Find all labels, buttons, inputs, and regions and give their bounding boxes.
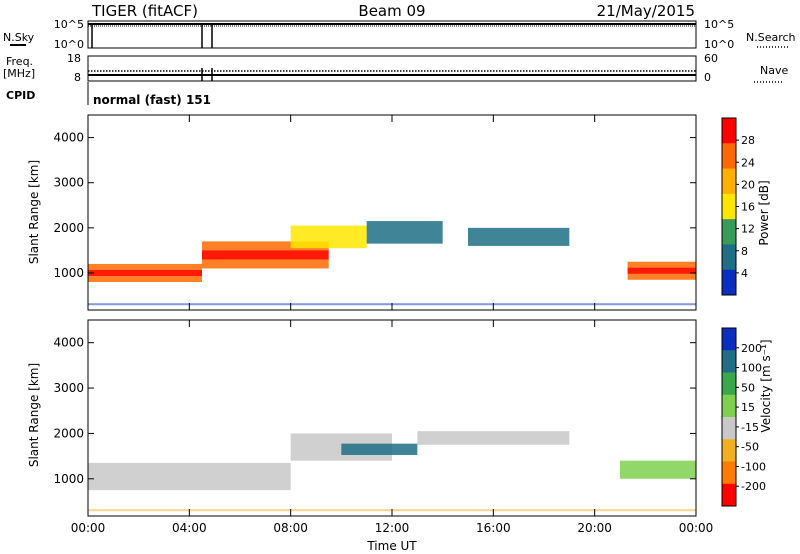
y-tick-label: 2000 bbox=[53, 221, 84, 235]
power-colorbar: 28 24 20 16 12 8 4 Power [dB] bbox=[721, 117, 771, 296]
y-tick-label: 4000 bbox=[53, 131, 84, 145]
nsky-tick-top-left: 10^5 bbox=[54, 18, 84, 31]
colorbar-segment bbox=[722, 143, 736, 170]
x-tick-label: 00:00 bbox=[71, 521, 106, 535]
colorbar-tick-label: -100 bbox=[741, 460, 766, 473]
y-tick-label: 2000 bbox=[53, 426, 84, 440]
echo-band-core bbox=[627, 267, 696, 274]
colorbar-segment bbox=[722, 118, 736, 144]
colorbar-tick-label: 15 bbox=[741, 401, 755, 414]
y-tick-label: 4000 bbox=[53, 336, 84, 350]
colorbar-frame bbox=[721, 327, 737, 507]
colorbar-tick-label: -50 bbox=[741, 441, 759, 454]
power-y-axis: 1000 2000 3000 4000 bbox=[53, 131, 696, 280]
colorbar-tick-label: 50 bbox=[741, 381, 755, 394]
colorbar-segment bbox=[722, 350, 736, 373]
colorbar-tick-label: 200 bbox=[741, 342, 762, 355]
y-tick-label: 1000 bbox=[53, 266, 84, 280]
cpid-label: CPID bbox=[6, 89, 35, 102]
colorbar-segment bbox=[722, 372, 736, 396]
colorbar-segment bbox=[722, 269, 736, 296]
colorbar-segment bbox=[722, 394, 736, 418]
colorbar-tick-label: 8 bbox=[741, 245, 748, 258]
colorbar-segment bbox=[722, 168, 736, 195]
x-tick-label: 04:00 bbox=[172, 521, 207, 535]
freq-tick-top-right: 60 bbox=[704, 52, 718, 65]
nsky-tick-bottom-right: 10^0 bbox=[704, 38, 734, 51]
freq-label-line1: Freq. bbox=[6, 55, 33, 68]
x-tick-label: 00:00 bbox=[679, 521, 714, 535]
y-tick-label: 3000 bbox=[53, 176, 84, 190]
colorbar-segment bbox=[722, 193, 736, 220]
echo-band bbox=[366, 221, 443, 244]
colorbar-segment bbox=[722, 483, 736, 507]
y-tick-label: 1000 bbox=[53, 472, 84, 486]
echo-band bbox=[341, 443, 418, 455]
colorbar-tick-label: -200 bbox=[741, 480, 766, 493]
x-axis-label: Time UT bbox=[366, 539, 417, 553]
echo-band bbox=[468, 227, 570, 246]
velocity-y-axis: 1000 2000 3000 4000 bbox=[53, 336, 696, 486]
colorbar-segment bbox=[722, 439, 736, 462]
freq-tick-bottom-left: 8 bbox=[74, 71, 81, 84]
colorbar-segment bbox=[722, 461, 736, 485]
nsky-label: N.Sky bbox=[3, 31, 35, 44]
power-x-ticks bbox=[87, 115, 697, 310]
colorbar-tick-label: 12 bbox=[741, 223, 755, 236]
cpid-strip: CPID normal (fast) 151 bbox=[6, 82, 211, 107]
echo-band bbox=[290, 225, 367, 249]
velocity-y-axis-label: Slant Range [km] bbox=[27, 363, 41, 467]
nsky-tick-top-right: 10^5 bbox=[704, 18, 734, 31]
power-y-axis-label: Slant Range [km] bbox=[27, 160, 41, 264]
echo-band bbox=[88, 462, 291, 491]
x-tick-label: 08:00 bbox=[273, 521, 308, 535]
freq-label-line2: [MHz] bbox=[3, 67, 35, 80]
plot-title: TIGER (fitACF) bbox=[91, 2, 198, 20]
velocity-colorbar: 200 100 50 15 -15 -50 -100 -200 Velocity [m s⁻¹… bbox=[721, 327, 773, 507]
colorbar-segment bbox=[722, 328, 736, 351]
nave-label: Nave bbox=[760, 64, 788, 77]
colorbar-tick-label: 24 bbox=[741, 156, 755, 169]
velocity-colorbar-label: Velocity [m s⁻¹] bbox=[759, 339, 773, 432]
nsky-strip: N.Sky 10^5 10^0 10^5 10^0 N.Search bbox=[3, 18, 796, 51]
beam-label: Beam 09 bbox=[358, 2, 425, 20]
power-colorbar-label: Power [dB] bbox=[757, 180, 771, 245]
power-data-layer bbox=[88, 221, 696, 306]
velocity-x-axis: 00:00 04:00 08:00 12:00 16:00 20:00 00:00 bbox=[71, 320, 714, 535]
velocity-data-layer bbox=[88, 431, 696, 512]
echo-band bbox=[620, 460, 696, 479]
cpid-value: normal (fast) 151 bbox=[93, 93, 211, 107]
echo-band-core bbox=[88, 269, 202, 276]
colorbar-tick-label: 20 bbox=[741, 178, 755, 191]
colorbar-segment bbox=[722, 219, 736, 245]
colorbar-tick-label: -15 bbox=[741, 421, 759, 434]
colorbar-segment bbox=[722, 417, 736, 440]
x-tick-label: 12:00 bbox=[375, 521, 410, 535]
date-label: 21/May/2015 bbox=[597, 2, 695, 20]
frequency-strip: Freq. [MHz] 18 8 60 0 Nave bbox=[3, 52, 788, 84]
nsky-tick-bottom-left: 10^0 bbox=[54, 38, 84, 51]
y-tick-label: 3000 bbox=[53, 381, 84, 395]
velocity-panel: 1000 2000 3000 4000 00:00 04:00 08:00 12:00 16:… bbox=[27, 319, 714, 553]
freq-tick-bottom-right: 0 bbox=[704, 71, 711, 84]
echo-band-core bbox=[202, 250, 329, 260]
colorbar-tick-label: 4 bbox=[741, 267, 748, 280]
x-tick-label: 20:00 bbox=[577, 521, 612, 535]
colorbar-tick-label: 28 bbox=[741, 134, 755, 147]
nsearch-label: N.Search bbox=[746, 31, 796, 44]
colorbar-tick-label: 16 bbox=[741, 201, 755, 214]
x-tick-label: 16:00 bbox=[476, 521, 511, 535]
echo-band bbox=[417, 431, 570, 445]
colorbar-segment bbox=[722, 244, 736, 271]
power-panel: 1000 2000 3000 4000 Slant Range [km] bbox=[27, 114, 697, 311]
colorbar-tick-label: 100 bbox=[741, 362, 762, 375]
freq-tick-top-left: 18 bbox=[67, 52, 81, 65]
